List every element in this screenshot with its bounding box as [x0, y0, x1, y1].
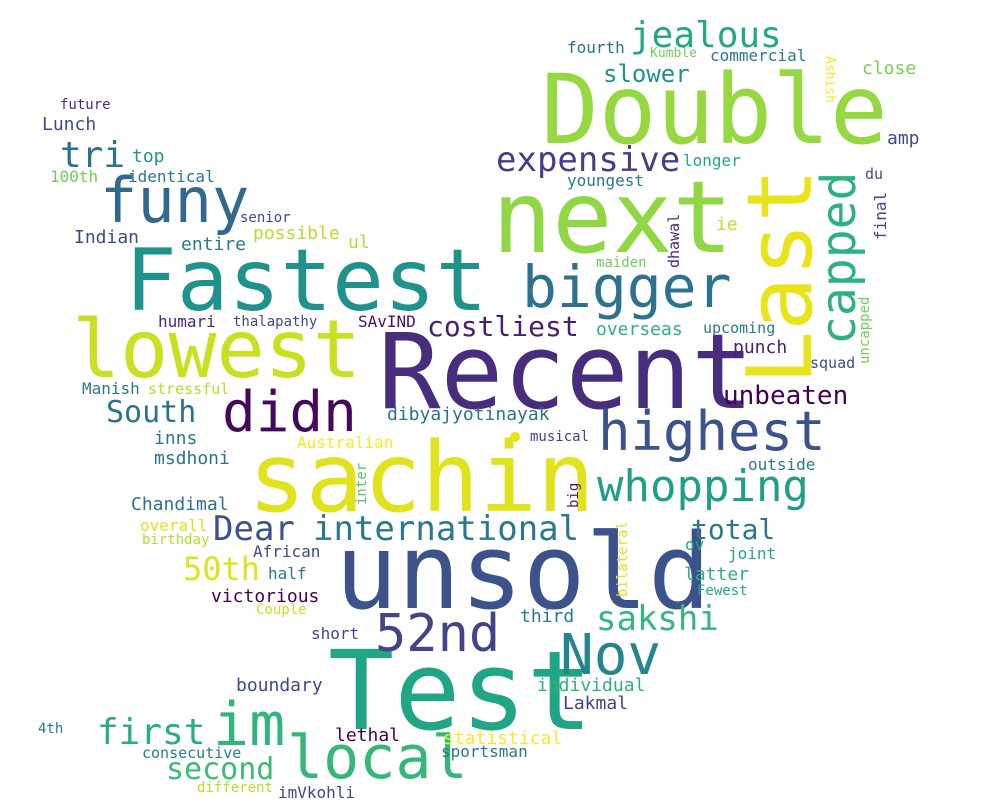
word-big: big [566, 482, 582, 508]
word-half: half [268, 564, 307, 583]
word-entire: entire [181, 234, 247, 255]
word-total: total [691, 513, 776, 546]
word-ov: ov [685, 535, 705, 554]
word-4th: 4th [38, 721, 64, 737]
word-south: South [106, 395, 197, 430]
word-outside: outside [748, 455, 816, 474]
word-inter: inter [354, 462, 370, 505]
word-recent: Recent [378, 311, 754, 433]
word-sachin: sachin [248, 422, 595, 534]
word-bilateral: bilateral [615, 521, 631, 597]
word-jealous: jealous [630, 15, 782, 56]
word-100th: 100th [50, 167, 99, 186]
dot-mark [510, 432, 520, 442]
word-dhawal: dhawal [665, 213, 683, 268]
word-statistical: statistical [443, 728, 563, 749]
word-close: close [862, 58, 917, 79]
word-squad: squad [810, 354, 856, 372]
word-tri: tri [60, 135, 126, 176]
word-local: local [287, 723, 468, 793]
word-stressful: stressful [148, 380, 230, 398]
word-uncapped: uncapped [857, 296, 873, 364]
word-different: different [197, 780, 273, 796]
word-next: next [492, 159, 733, 276]
word-dibyajyotinayak: dibyajyotinayak [387, 404, 550, 425]
word-lowest: lowest [72, 303, 361, 396]
word-whopping: whopping [597, 461, 809, 512]
word-amp: amp [887, 128, 920, 149]
word-upcoming: upcoming [703, 319, 776, 337]
word-bigger: bigger [522, 253, 732, 321]
word-lunch: Lunch [42, 114, 97, 135]
word-boundary: boundary [236, 675, 323, 696]
word-didn: didn [222, 380, 357, 445]
word-fewest: Fewest [697, 583, 748, 599]
word-du: du [865, 165, 884, 183]
word-couple: Couple [256, 602, 307, 618]
word-second: second [166, 752, 275, 787]
word-inns: inns [154, 428, 198, 449]
word-slower: slower [603, 60, 690, 88]
word-longer: longer [683, 151, 741, 170]
word-capped: capped [811, 171, 867, 345]
word-identical: identical [128, 167, 215, 186]
word-funy: funy [100, 164, 250, 237]
word-manish: Manish [82, 379, 140, 398]
word-future: future [60, 97, 111, 113]
word-lakmal: Lakmal [563, 693, 629, 714]
word-short: short [311, 624, 360, 643]
word-humari: humari [158, 312, 216, 331]
word-maiden: maiden [596, 255, 647, 271]
word-australian: Australian [297, 433, 394, 452]
word-unsold: unsold [335, 511, 711, 633]
word-ashish: Ashish [822, 56, 837, 103]
word-victorious: victorious [211, 586, 320, 607]
word-kumble: Kumble [650, 46, 697, 61]
word-unbeaten: unbeaten [723, 381, 849, 411]
word-latter: latter [684, 564, 750, 585]
word-possible: possible [253, 223, 340, 244]
word-indian: Indian [74, 227, 140, 248]
word-senior: senior [240, 210, 291, 226]
word-savind: SAvIND [358, 312, 416, 331]
word-fourth: fourth [567, 38, 625, 57]
word-chandimal: Chandimal [131, 494, 229, 515]
word-ie: ie [716, 214, 738, 235]
word-nov: Nov [560, 623, 662, 688]
word-thalapathy: thalapathy [233, 314, 318, 330]
word-double: Double [541, 54, 888, 166]
word-youngest: youngest [567, 171, 645, 190]
word-birthday: birthday [142, 532, 210, 548]
word-fastest: Fastest [125, 231, 488, 331]
word-overseas: overseas [596, 319, 683, 340]
word-joint: joint [728, 544, 777, 563]
word-individual: individual [537, 675, 646, 696]
word-lethal: lethal [335, 725, 401, 746]
word-african: African [253, 542, 321, 561]
word-international: international [313, 509, 580, 549]
word-test: Test [328, 627, 593, 755]
word-musical: musical [530, 429, 590, 445]
word-ul: ul [348, 232, 370, 253]
word-overall: overall [140, 516, 208, 535]
word-punch: punch [733, 337, 788, 358]
word-commercial: commercial [710, 46, 807, 65]
word-third: third [520, 606, 575, 627]
word-final: final [871, 191, 890, 240]
word-highest: highest [598, 400, 826, 463]
word-50th: 50th [183, 550, 261, 588]
word-first: first [97, 712, 206, 753]
word-sportsman: sportsman [441, 742, 528, 761]
word-expensive: expensive [496, 140, 681, 180]
word-costliest: costliest [427, 310, 579, 343]
word-dear: Dear [213, 509, 295, 549]
word-msdhoni: msdhoni [154, 448, 230, 469]
word-consecutive: consecutive [142, 744, 242, 762]
word-im: im [213, 690, 286, 760]
word-52nd: 52nd [375, 604, 501, 664]
word-imvkohli: imVkohli [278, 783, 356, 802]
word-top: top [132, 146, 165, 167]
word-sakshi: sakshi [596, 599, 719, 639]
